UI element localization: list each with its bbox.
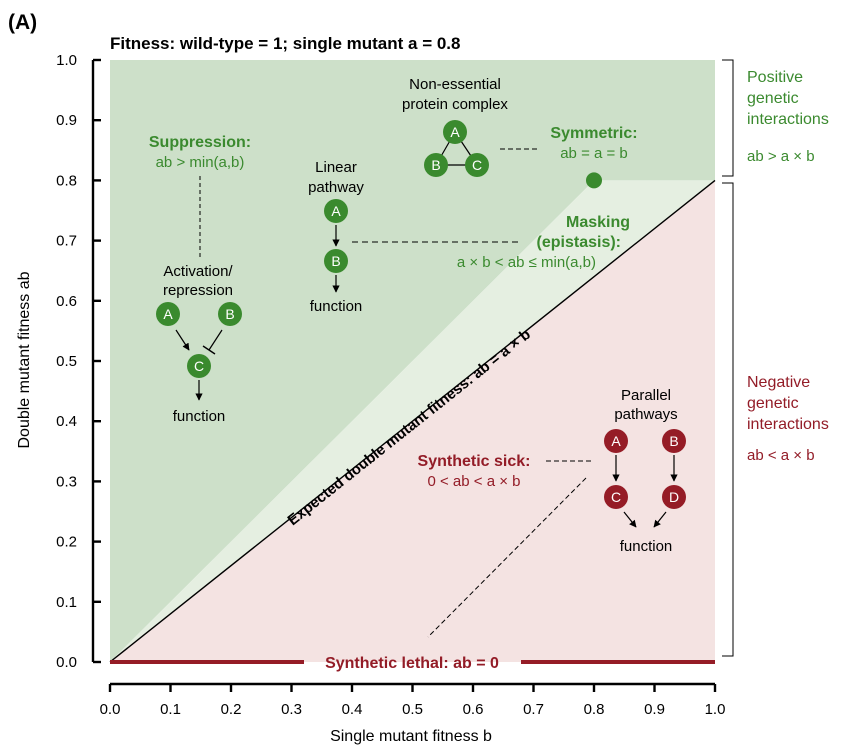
- synthetic-sick-equation: 0 < ab < a × b: [428, 473, 521, 490]
- y-tick-label: 0.4: [56, 413, 77, 430]
- parallel-node-c: C: [604, 485, 628, 509]
- x-tick-label: 0.1: [160, 701, 181, 718]
- svg-text:A: A: [450, 124, 460, 140]
- x-tick-label: 0.0: [100, 701, 121, 718]
- chart-title: Fitness: wild-type = 1; single mutant a …: [110, 34, 460, 53]
- node-a-activator: A: [156, 302, 180, 326]
- x-axis-label: Single mutant fitness b: [330, 728, 492, 745]
- x-tick-label: 0.9: [644, 701, 665, 718]
- positive-label-2: genetic: [747, 90, 799, 107]
- positive-label: Positive: [747, 69, 803, 86]
- node-b-repressor: B: [218, 302, 242, 326]
- node-c-target: C: [187, 354, 211, 378]
- y-tick-label: 0.2: [56, 534, 77, 551]
- svg-text:D: D: [669, 489, 679, 505]
- linear-function-label: function: [310, 298, 363, 315]
- parallel-function-label: function: [620, 538, 673, 555]
- repression-bar-end: [202, 345, 216, 355]
- x-tick-label: 0.6: [463, 701, 484, 718]
- complex-label: Non-essential: [409, 76, 501, 93]
- x-tick-label: 1.0: [705, 701, 726, 718]
- positive-equation: ab > a × b: [747, 148, 815, 165]
- linear-node-b: B: [324, 249, 348, 273]
- y-axis-label: Double mutant fitness ab: [16, 271, 33, 448]
- synthetic-sick-title: Synthetic sick:: [418, 453, 531, 470]
- y-tick-label: 0.6: [56, 293, 77, 310]
- y-tick-label: 0.7: [56, 233, 77, 250]
- y-tick-label: 1.0: [56, 52, 77, 69]
- symmetric-point: [586, 172, 602, 189]
- parallel-node-d: D: [662, 485, 686, 509]
- activation-arrow: [175, 329, 190, 351]
- linear-label: Linear: [315, 159, 357, 176]
- parallel-label-2: pathways: [614, 406, 677, 423]
- parallel-label: Parallel: [621, 387, 671, 404]
- masking-equation: a × b < ab ≤ min(a,b): [457, 254, 596, 271]
- negative-label: Negative: [747, 374, 810, 391]
- activation-label: Activation/: [163, 263, 233, 280]
- positive-label-3: interactions: [747, 111, 829, 128]
- svg-text:A: A: [163, 306, 173, 322]
- x-axis: 0.0 0.1 0.2 0.3 0.4 0.5 0.6 0.7 0.8 0.9 1.0: [100, 682, 726, 718]
- svg-text:B: B: [669, 433, 678, 449]
- x-tick-label: 0.4: [342, 701, 363, 718]
- negative-label-2: genetic: [747, 395, 799, 412]
- expected-fitness-line: [109, 179, 716, 663]
- masking-subtitle: (epistasis):: [537, 234, 621, 251]
- x-tick-label: 0.5: [402, 701, 423, 718]
- repression-label: repression: [163, 282, 233, 299]
- y-tick-label: 0.0: [56, 654, 77, 671]
- y-tick-label: 0.9: [56, 112, 77, 129]
- negative-label-3: interactions: [747, 416, 829, 433]
- svg-text:C: C: [611, 489, 621, 505]
- panel-label: (A): [8, 11, 37, 34]
- negative-bracket: [722, 182, 734, 657]
- svg-text:A: A: [331, 203, 341, 219]
- svg-text:C: C: [472, 157, 482, 173]
- svg-text:C: C: [194, 358, 204, 374]
- svg-text:B: B: [331, 253, 340, 269]
- x-tick-label: 0.8: [584, 701, 605, 718]
- symmetric-title: Symmetric:: [550, 125, 637, 142]
- y-tick-label: 0.1: [56, 594, 77, 611]
- y-tick-label: 0.8: [56, 172, 77, 189]
- parallel-node-a: A: [604, 429, 628, 453]
- function-label: function: [173, 408, 226, 425]
- x-tick-label: 0.7: [523, 701, 544, 718]
- complex-node-a: A: [443, 120, 467, 144]
- complex-node-c: C: [465, 153, 489, 177]
- y-tick-label: 0.5: [56, 353, 77, 370]
- pathway-label: pathway: [308, 179, 364, 196]
- linear-node-a: A: [324, 199, 348, 223]
- complex-node-b: B: [424, 153, 448, 177]
- y-tick-label: 0.3: [56, 473, 77, 490]
- x-tick-label: 0.2: [221, 701, 242, 718]
- y-axis: 0.0 0.1 0.2 0.3 0.4 0.5 0.6 0.7 0.8 0.9 1.0: [56, 52, 101, 671]
- symmetric-equation: ab = a = b: [560, 145, 628, 162]
- synthetic-lethal-label: Synthetic lethal: ab = 0: [325, 655, 499, 672]
- positive-bracket: [722, 59, 734, 177]
- svg-text:A: A: [611, 433, 621, 449]
- suppression-equation: ab > min(a,b): [156, 154, 245, 171]
- masking-title: Masking: [566, 214, 630, 231]
- negative-equation: ab < a × b: [747, 447, 815, 464]
- svg-text:B: B: [431, 157, 440, 173]
- svg-text:B: B: [225, 306, 234, 322]
- suppression-title: Suppression:: [149, 134, 251, 151]
- x-tick-label: 0.3: [281, 701, 302, 718]
- sick-point-leader: [427, 477, 587, 638]
- repression-bar: [208, 329, 223, 351]
- complex-label-2: protein complex: [402, 96, 508, 113]
- parallel-node-b: B: [662, 429, 686, 453]
